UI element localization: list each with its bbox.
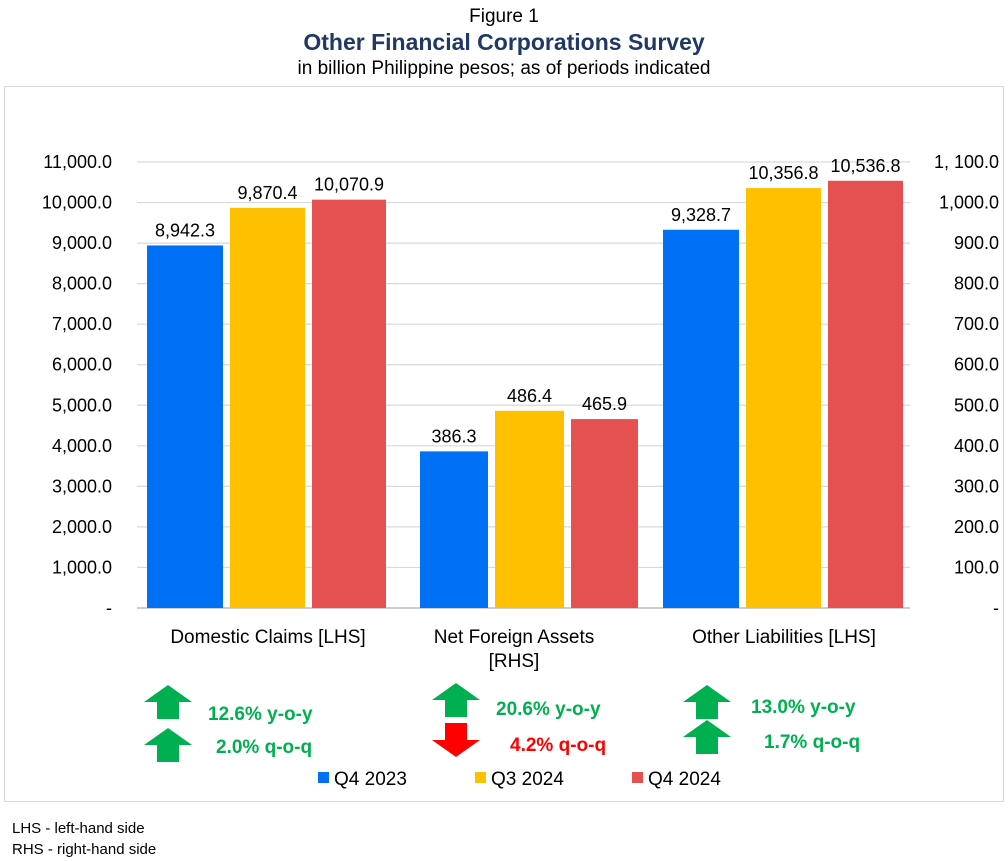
- category-label: Domestic Claims [LHS]: [170, 627, 365, 648]
- data-label: 386.3: [431, 426, 476, 446]
- growth-annotation: 20.6% y-o-y: [496, 699, 601, 720]
- arrow-up-icon: [144, 728, 192, 762]
- bar: [147, 245, 223, 608]
- arrow-up-icon: [683, 685, 731, 719]
- data-label: 486.4: [507, 386, 552, 406]
- arrow-up-icon: [683, 720, 731, 754]
- left-axis-tick-label: -: [106, 598, 112, 618]
- legend-swatch: [632, 772, 643, 783]
- data-label: 9,328.7: [671, 205, 731, 225]
- footnote-lhs: LHS - left-hand side: [12, 820, 145, 837]
- growth-annotation: 1.7% q-o-q: [764, 732, 860, 753]
- left-axis-tick-label: 2,000.0: [52, 517, 112, 537]
- right-axis-tick-label: 300.0: [954, 476, 999, 496]
- growth-annotation: 12.6% y-o-y: [208, 704, 313, 725]
- growth-annotation: 13.0% y-o-y: [751, 697, 856, 718]
- bar: [312, 199, 386, 608]
- bar: [828, 180, 903, 609]
- right-axis-tick-label: 500.0: [954, 395, 999, 415]
- left-axis-tick-label: 6,000.0: [52, 355, 112, 375]
- right-axis-tick-label: 800.0: [954, 274, 999, 294]
- figure-label: Figure 1: [469, 6, 539, 27]
- legend-label: Q4 2023: [334, 769, 407, 790]
- category-label: Other Liabilities [LHS]: [692, 627, 876, 648]
- bar: [495, 410, 564, 608]
- data-label: 10,536.8: [830, 156, 900, 176]
- bar: [746, 188, 821, 608]
- right-axis-tick-label: 400.0: [954, 436, 999, 456]
- legend-swatch: [318, 772, 329, 783]
- growth-annotation: 2.0% q-o-q: [216, 737, 312, 758]
- right-axis-tick-label: 200.0: [954, 517, 999, 537]
- right-axis-tick-label: 1, 100.0: [934, 152, 999, 172]
- footnote-rhs: RHS - right-hand side: [12, 841, 157, 858]
- data-label: 9,870.4: [237, 183, 297, 203]
- right-axis-tick-label: 1,000.0: [939, 193, 999, 213]
- left-axis-tick-label: 10,000.0: [42, 193, 112, 213]
- bar: [663, 229, 739, 608]
- right-axis-tick-label: 100.0: [954, 557, 999, 577]
- left-axis-tick-label: 4,000.0: [52, 436, 112, 456]
- right-axis-tick-label: 700.0: [954, 314, 999, 334]
- left-axis-tick-label: 7,000.0: [52, 314, 112, 334]
- left-axis-tick-label: 9,000.0: [52, 233, 112, 253]
- growth-annotation: 4.2% q-o-q: [510, 735, 606, 756]
- right-axis-tick-label: -: [993, 598, 999, 618]
- chart-title: Other Financial Corporations Survey: [303, 29, 705, 55]
- left-axis-tick-label: 5,000.0: [52, 395, 112, 415]
- left-axis-tick-label: 1,000.0: [52, 557, 112, 577]
- data-label: 10,070.9: [314, 175, 384, 195]
- arrow-down-icon: [432, 723, 480, 757]
- category-label: [RHS]: [489, 651, 540, 672]
- data-label: 10,356.8: [748, 163, 818, 183]
- plot-frame: [4, 86, 1004, 802]
- left-axis-tick-label: 11,000.0: [43, 152, 112, 172]
- arrow-up-icon: [432, 683, 480, 717]
- legend-label: Q3 2024: [491, 769, 564, 790]
- chart-subtitle: in billion Philippine pesos; as of perio…: [297, 58, 711, 79]
- category-label: Net Foreign Assets: [434, 627, 595, 648]
- left-axis-tick-label: 8,000.0: [52, 274, 112, 294]
- bar: [571, 419, 638, 608]
- data-label: 8,942.3: [155, 220, 215, 240]
- bar: [420, 451, 488, 608]
- right-axis-tick-label: 600.0: [954, 355, 999, 375]
- data-label: 465.9: [582, 394, 627, 414]
- arrow-up-icon: [144, 685, 192, 719]
- left-axis-tick-label: 3,000.0: [52, 476, 112, 496]
- legend-label: Q4 2024: [648, 769, 721, 790]
- legend-swatch: [475, 772, 486, 783]
- footnotes: LHS - left-hand side RHS - right-hand si…: [12, 818, 156, 860]
- bar: [230, 207, 305, 608]
- right-axis-tick-label: 900.0: [954, 233, 999, 253]
